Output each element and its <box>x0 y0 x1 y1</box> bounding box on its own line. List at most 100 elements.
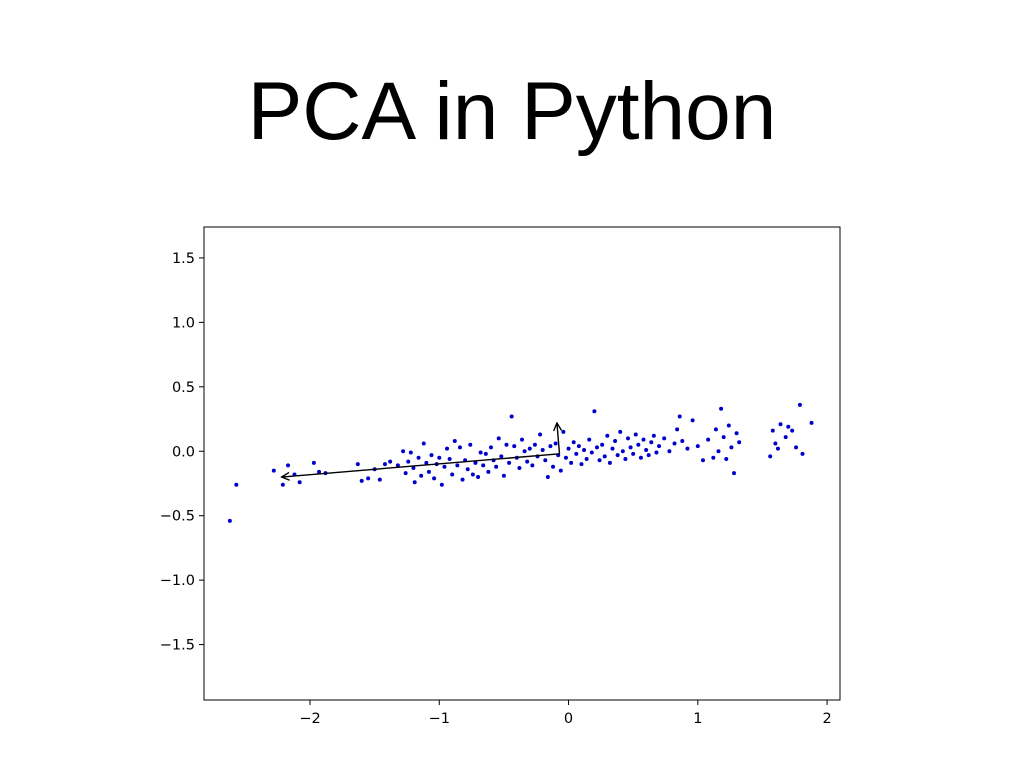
y-tick-label: 1.5 <box>172 251 195 267</box>
x-tick-label: 1 <box>693 711 702 727</box>
data-point <box>589 450 594 455</box>
data-point <box>584 456 589 461</box>
data-point <box>540 447 545 452</box>
data-point <box>522 449 527 454</box>
data-point <box>638 455 643 460</box>
slide-title: PCA in Python <box>247 66 777 157</box>
data-point <box>377 477 382 482</box>
data-point <box>672 441 677 446</box>
data-point <box>401 449 406 454</box>
data-point <box>594 445 599 450</box>
data-point <box>486 469 491 474</box>
data-point <box>437 455 442 460</box>
data-point <box>366 476 371 481</box>
data-point <box>654 450 659 455</box>
data-point <box>713 427 718 432</box>
data-point <box>450 472 455 477</box>
data-point <box>657 444 662 449</box>
data-point <box>734 431 739 436</box>
data-point <box>662 436 667 441</box>
data-point <box>651 433 656 438</box>
data-point <box>538 432 543 437</box>
data-point <box>530 463 535 468</box>
data-point <box>512 444 517 449</box>
data-point <box>613 438 618 443</box>
data-point <box>719 406 724 411</box>
data-point <box>646 453 651 458</box>
data-point <box>809 420 814 425</box>
data-point <box>408 450 413 455</box>
data-point <box>726 423 731 428</box>
data-point <box>615 453 620 458</box>
data-point <box>499 454 504 459</box>
data-point <box>592 409 597 414</box>
x-axis: −2 −1 0 1 2 <box>299 700 832 727</box>
data-point <box>317 469 322 474</box>
data-point <box>457 445 462 450</box>
data-point <box>442 464 447 469</box>
data-point <box>775 446 780 451</box>
data-point <box>432 476 437 481</box>
data-point <box>770 428 775 433</box>
data-point <box>504 442 509 447</box>
data-point <box>786 424 791 429</box>
data-point <box>690 418 695 423</box>
data-point <box>553 441 558 446</box>
data-point <box>633 432 638 437</box>
data-point <box>644 447 649 452</box>
data-point <box>724 456 729 461</box>
data-point <box>406 459 411 464</box>
data-point <box>768 454 773 459</box>
data-point <box>797 402 802 407</box>
data-point <box>558 468 563 473</box>
data-point <box>455 463 460 468</box>
data-point <box>561 429 566 434</box>
data-point <box>416 455 421 460</box>
y-tick-label: 1.0 <box>172 315 195 331</box>
data-point <box>280 482 285 487</box>
data-point <box>297 480 302 485</box>
data-point <box>597 458 602 463</box>
data-point <box>412 480 417 485</box>
data-point <box>421 441 426 446</box>
data-point <box>563 455 568 460</box>
data-point <box>800 451 805 456</box>
data-point <box>628 445 633 450</box>
data-point <box>465 467 470 472</box>
data-point <box>517 466 522 471</box>
data-point <box>706 437 711 442</box>
data-point <box>478 450 483 455</box>
data-point <box>675 427 680 432</box>
data-point <box>488 445 493 450</box>
data-point <box>610 446 615 451</box>
y-tick-label: −1.0 <box>160 573 195 589</box>
data-point <box>445 446 450 451</box>
data-point <box>636 442 641 447</box>
data-point <box>426 469 431 474</box>
data-point <box>311 460 316 465</box>
y-axis: 1.5 1.0 0.5 0.0 −0.5 −1.0 −1.5 <box>160 251 204 654</box>
data-point <box>680 438 685 443</box>
data-point <box>234 482 239 487</box>
data-point <box>626 436 630 441</box>
y-tick-label: −0.5 <box>160 509 195 525</box>
data-point <box>677 414 682 419</box>
data-point <box>631 451 636 456</box>
data-point <box>543 458 548 463</box>
data-point <box>790 428 795 433</box>
data-point <box>721 435 726 440</box>
data-point <box>602 454 607 459</box>
data-point <box>783 435 788 440</box>
y-tick-label: −1.5 <box>160 638 195 654</box>
data-point <box>355 462 360 467</box>
y-tick-label: 0.0 <box>172 444 195 460</box>
data-point <box>794 445 799 450</box>
data-point <box>271 468 276 473</box>
data-point <box>501 473 506 478</box>
data-point <box>483 451 488 456</box>
data-point <box>525 459 530 464</box>
data-point <box>600 442 605 447</box>
data-point <box>551 464 556 469</box>
data-point <box>711 455 716 460</box>
